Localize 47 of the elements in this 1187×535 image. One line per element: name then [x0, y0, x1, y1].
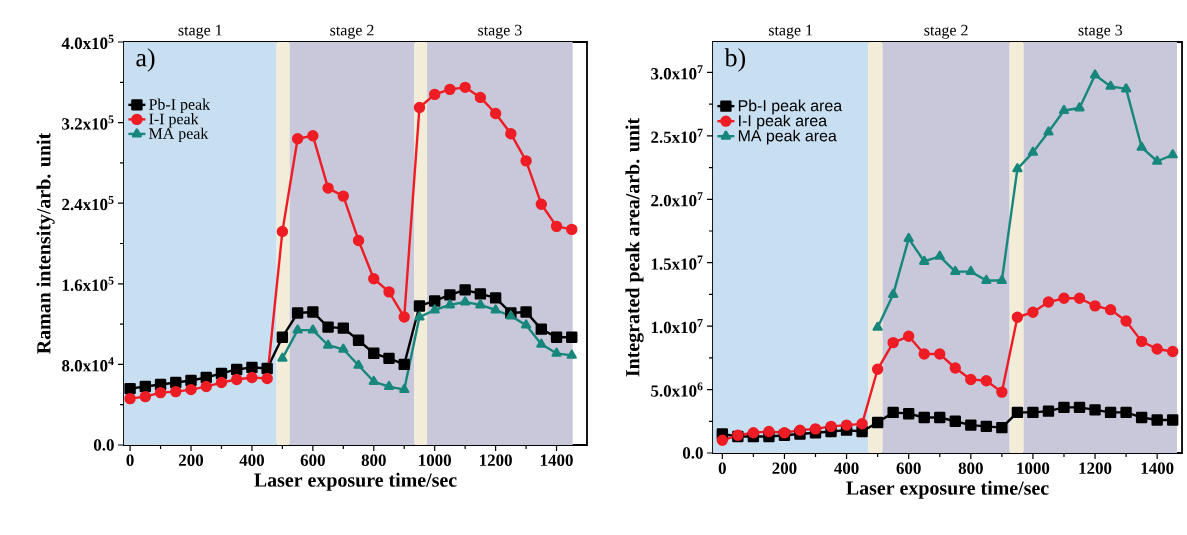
legend-label: I-I peak: [149, 113, 199, 128]
x-tick-label: 600: [300, 454, 325, 466]
x-tick-label: 1400: [1141, 462, 1174, 474]
y-tick-label: 4.0x10$^{5}$: [61, 34, 114, 50]
x-tick-label: 200: [179, 454, 204, 466]
y-tick-label: 3.0x10$^{7}$: [651, 65, 703, 80]
y-axis-title: Integrated peak area/arb. unit: [625, 117, 644, 377]
x-axis-title: Laser exposure time/sec: [846, 480, 1049, 499]
x-tick-label: 1200: [1079, 462, 1112, 474]
y-tick-label: 1.6x10$^{5}$: [62, 276, 114, 291]
band-label: stage 1: [768, 24, 813, 39]
band-label: stage 2: [330, 24, 374, 39]
y-tick-label: 1.0x10$^{7}$: [651, 319, 703, 334]
legend-label: MA peak area: [738, 129, 837, 145]
x-tick-label: 1000: [419, 454, 451, 466]
x-tick-label: 800: [361, 454, 386, 466]
y-tick-label: 5.0x10$^{6}$: [651, 382, 703, 397]
x-tick-label: 0: [126, 454, 134, 466]
legend-label: MA peak: [149, 127, 209, 143]
y-tick-label: 2.4x10$^{5}$: [62, 196, 114, 211]
x-tick-label: 0: [718, 462, 726, 474]
x-axis-title: Laser exposure time/sec: [254, 472, 457, 491]
x-tick-label: 1200: [480, 454, 512, 466]
legend-label: Pb-I peak area: [738, 99, 843, 115]
y-tick-label: 2.5x10$^{7}$: [651, 128, 703, 143]
x-tick-label: 400: [239, 454, 264, 466]
y-tick-label: 1.5x10$^{7}$: [651, 255, 703, 270]
x-tick-label: 800: [958, 462, 983, 474]
y-tick-label: 3.2x10$^{5}$: [62, 115, 114, 130]
band-label: stage 3: [478, 24, 522, 39]
y-tick-label: 0.0: [682, 447, 703, 459]
y-tick-label: 2.0x10$^{7}$: [651, 192, 703, 207]
band-label: stage 3: [1078, 24, 1123, 39]
chart-title: a): [136, 48, 155, 72]
x-tick-label: 600: [896, 462, 921, 474]
x-tick-label: 200: [772, 462, 797, 474]
band-label: stage 1: [178, 24, 222, 39]
chart-title: b): [724, 48, 746, 72]
band-label: stage 2: [924, 24, 968, 39]
x-tick-label: 400: [834, 462, 859, 474]
x-tick-label: 1400: [540, 454, 573, 466]
y-axis-title: Raman intensity/arb. unit: [36, 132, 55, 354]
y-tick-label: 0.0: [93, 439, 114, 451]
legend-label: Pb-I peak: [149, 98, 211, 114]
y-tick-label: 8.0x10$^{4}$: [62, 357, 114, 372]
legend-label: I-I peak area: [739, 114, 828, 130]
x-tick-label: 1000: [1017, 462, 1050, 474]
